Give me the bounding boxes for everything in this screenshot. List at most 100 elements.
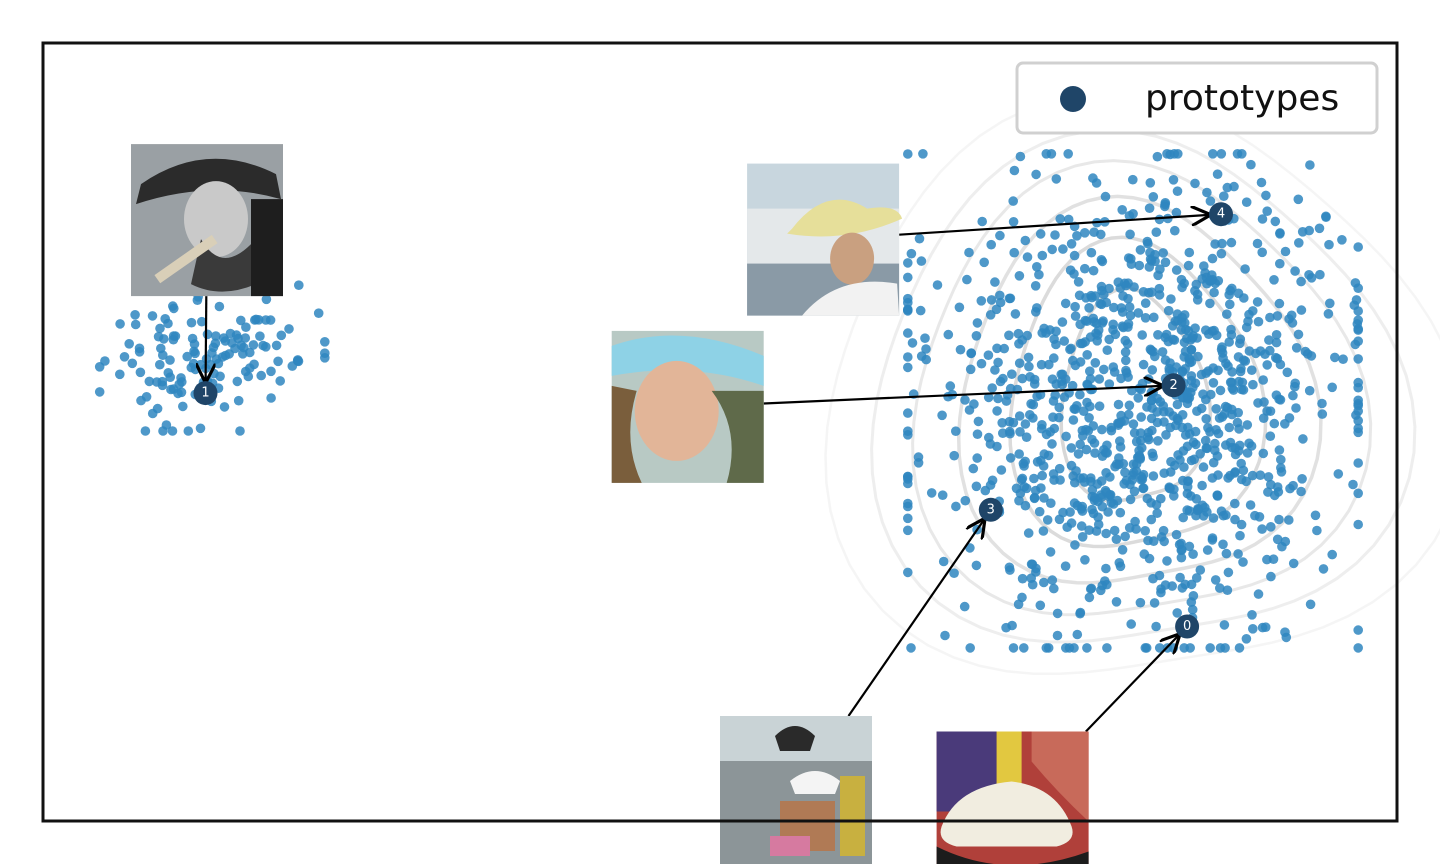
scatter-point xyxy=(240,333,251,343)
scatter-point xyxy=(1230,443,1240,453)
scatter-point xyxy=(258,340,268,351)
scatter-point xyxy=(1304,385,1315,396)
scatter-point xyxy=(960,395,970,405)
scatter-point xyxy=(1118,322,1129,333)
scatter-point xyxy=(1257,247,1267,258)
scatter-point xyxy=(903,513,913,524)
scatter-point xyxy=(1044,359,1054,370)
arrow-to-prototype-1 xyxy=(206,296,207,381)
scatter-point xyxy=(1210,445,1220,456)
scatter-point xyxy=(266,393,276,403)
scatter-point xyxy=(971,331,982,341)
scatter-point xyxy=(1275,258,1285,269)
scatter-point xyxy=(1152,151,1163,162)
scatter-point xyxy=(971,560,982,571)
scatter-point xyxy=(1213,276,1224,286)
scatter-point xyxy=(1008,217,1019,227)
scatter-point xyxy=(1072,500,1083,511)
prototype-thumbnails xyxy=(131,144,1089,864)
scatter-point xyxy=(1258,448,1269,459)
scatter-point xyxy=(1029,374,1040,385)
scatter-point xyxy=(1135,245,1146,255)
scatter-point xyxy=(1262,406,1272,416)
scatter-point xyxy=(1128,174,1138,185)
scatter-point xyxy=(965,643,975,653)
scatter-point xyxy=(1224,337,1234,347)
scatter-point xyxy=(1101,528,1111,539)
scatter-point xyxy=(932,280,943,290)
scatter-point xyxy=(903,293,913,304)
scatter-point xyxy=(1023,352,1034,363)
scatter-point xyxy=(996,465,1007,475)
arrow-to-prototype-3 xyxy=(847,520,985,717)
embedding-points xyxy=(94,149,1363,653)
scatter-point xyxy=(1353,415,1363,426)
scatter-point xyxy=(147,311,158,321)
scatter-point xyxy=(1019,482,1030,492)
scatter-point xyxy=(1265,431,1276,442)
scatter-point xyxy=(1160,332,1170,343)
scatter-point xyxy=(1179,337,1190,348)
scatter-point xyxy=(1338,354,1348,365)
scatter-point xyxy=(155,359,165,370)
scatter-point xyxy=(1009,247,1019,258)
scatter-point xyxy=(1160,201,1170,212)
scatter-point xyxy=(1200,435,1211,446)
scatter-point xyxy=(1030,281,1041,291)
prototype-marker xyxy=(1175,614,1200,639)
scatter-point xyxy=(976,358,987,369)
scatter-point xyxy=(1236,384,1247,395)
scatter-point xyxy=(167,426,178,436)
scatter-point xyxy=(119,352,130,362)
scatter-point xyxy=(1014,271,1025,281)
scatter-point xyxy=(990,277,1000,287)
scatter-point xyxy=(1198,389,1208,400)
scatter-point xyxy=(1218,539,1228,550)
scatter-point xyxy=(1312,525,1322,536)
scatter-point xyxy=(1212,490,1223,501)
scatter-point xyxy=(960,495,971,506)
scatter-point xyxy=(1017,473,1028,484)
prototype-2: 2 xyxy=(1161,373,1186,398)
scatter-point xyxy=(1138,483,1149,493)
scatter-point xyxy=(1039,493,1049,503)
scatter-point xyxy=(1188,437,1199,448)
scatter-point xyxy=(1054,402,1064,413)
scatter-point xyxy=(1222,585,1233,595)
scatter-point xyxy=(163,318,173,329)
scatter-point xyxy=(1126,253,1136,264)
scatter-point xyxy=(1330,352,1340,363)
scatter-point xyxy=(1274,394,1284,405)
scatter-point xyxy=(1112,495,1123,506)
scatter-point xyxy=(188,358,199,369)
scatter-point xyxy=(1177,410,1188,420)
scatter-point xyxy=(1147,425,1157,436)
scatter-point xyxy=(1276,454,1286,465)
scatter-point xyxy=(1238,465,1249,476)
scatter-point xyxy=(903,362,913,373)
scatter-point xyxy=(266,366,276,377)
scatter-point xyxy=(1140,313,1151,323)
scatter-point xyxy=(979,257,989,268)
scatter-point xyxy=(1314,223,1325,234)
scatter-point xyxy=(1151,227,1162,237)
scatter-point xyxy=(1333,469,1344,479)
scatter-point xyxy=(1353,625,1363,635)
scatter-point xyxy=(1176,545,1187,556)
scatter-point xyxy=(1248,379,1258,390)
scatter-point xyxy=(903,408,913,418)
prototype-marker xyxy=(1209,202,1233,227)
scatter-point xyxy=(1219,409,1230,419)
scatter-point xyxy=(1096,229,1106,240)
scatter-point xyxy=(1176,552,1187,563)
scatter-point xyxy=(1321,212,1331,222)
scatter-point xyxy=(166,384,176,395)
scatter-point xyxy=(906,643,916,653)
scatter-point xyxy=(1094,401,1105,412)
scatter-point xyxy=(1171,529,1182,540)
scatter-point xyxy=(1111,597,1122,607)
scatter-point xyxy=(144,376,155,387)
scatter-point xyxy=(241,322,251,333)
scatter-point xyxy=(1183,260,1194,271)
